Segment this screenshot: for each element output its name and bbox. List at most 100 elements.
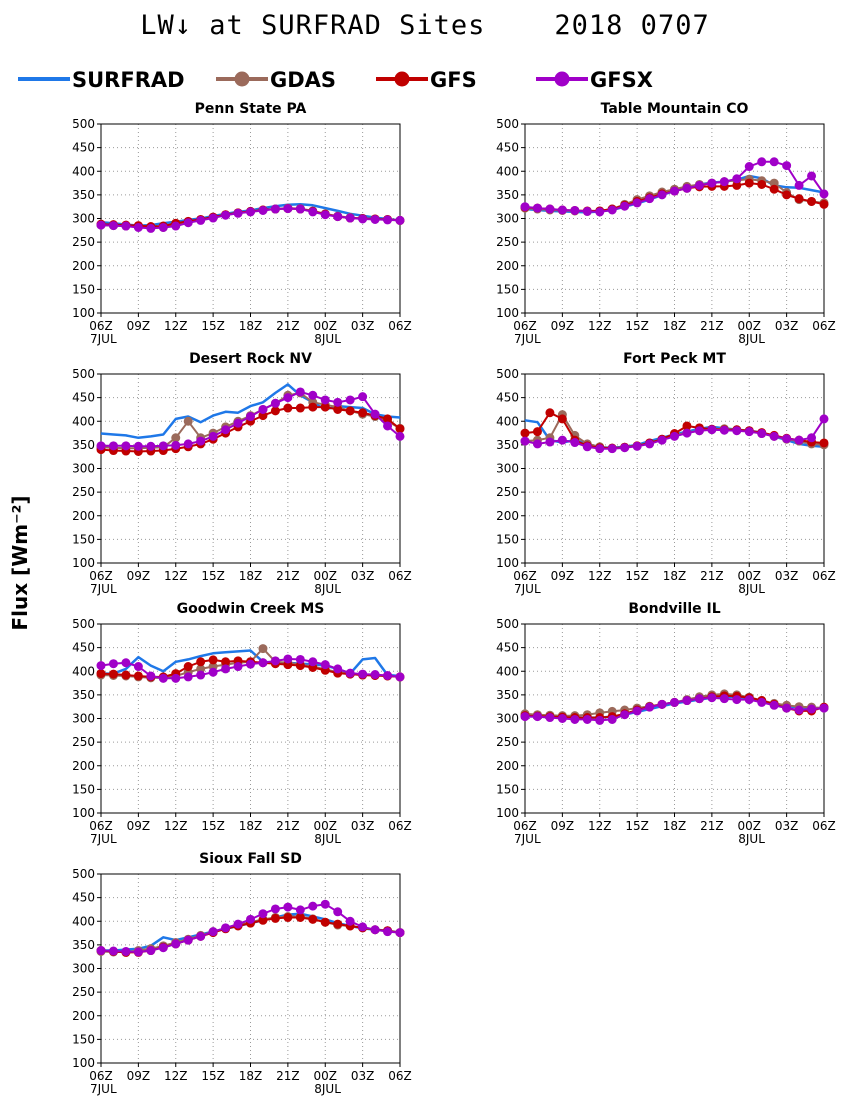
legend-swatch-surfrad: [18, 77, 70, 81]
y-tick-label: 300: [496, 212, 519, 226]
series-point-gfs: [283, 403, 293, 413]
series-point-gfsx: [258, 909, 268, 919]
series-point-gfsx: [570, 205, 580, 215]
series-point-gfsx: [595, 207, 605, 217]
series-point-gfsx: [358, 392, 368, 402]
x-tick-label: 09Z: [127, 819, 151, 833]
series-point-gfsx: [158, 222, 168, 232]
x-tick-label: 03Z: [351, 819, 375, 833]
series-point-gfsx: [333, 397, 343, 407]
y-tick-label: 350: [496, 188, 519, 202]
series-point-gfsx: [719, 177, 729, 187]
y-tick-label: 350: [72, 188, 95, 202]
panel-title: Bondville IL: [628, 601, 720, 617]
series-point-gfsx: [520, 202, 530, 212]
series-point-gdas: [258, 644, 268, 654]
series-point-gfs: [270, 913, 280, 923]
series-point-gfsx: [146, 223, 156, 233]
series-point-gfs: [320, 917, 330, 927]
legend-label-gfs: GFS: [430, 68, 477, 92]
panel-plot-penn-state: Penn State PA 100 150 200 250 300 350 400 450 500…: [72, 101, 412, 346]
panel-table-mountain: Table Mountain CO 100 150 200 250 300 350 400 45…: [464, 98, 844, 352]
x-tick-label: 09Z: [551, 819, 575, 833]
series-point-gfs: [557, 414, 567, 424]
series-point-gfsx: [719, 425, 729, 435]
y-tick-label: 500: [496, 617, 519, 631]
y-tick-label: 350: [72, 938, 95, 952]
x-tick-label: 21Z: [276, 819, 300, 833]
series-point-gfsx: [233, 662, 243, 672]
y-tick-label: 350: [496, 688, 519, 702]
y-tick-label: 100: [72, 806, 95, 820]
x-tick-label: 12Z: [588, 319, 612, 333]
series-point-gfsx: [645, 194, 655, 204]
y-tick-label: 400: [496, 164, 519, 178]
series-point-gfs: [794, 194, 804, 204]
series-point-gfs: [807, 196, 817, 206]
series-point-gfsx: [158, 441, 168, 451]
series-point-gfsx: [246, 412, 255, 422]
series-point-gfsx: [183, 218, 193, 228]
panel-desert-rock: Desert Rock NV 100 150 200 250 300 350 400 450 50…: [40, 348, 420, 602]
x-tick-label: 15Z: [625, 819, 649, 833]
y-axis-label-wrap: Flux [Wm⁻²]: [6, 495, 34, 630]
series-point-gfsx: [283, 654, 293, 664]
y-tick-label: 100: [496, 306, 519, 320]
y-tick-label: 100: [72, 1056, 95, 1070]
x-tick-label: 06Z: [388, 319, 412, 333]
panel-title: Desert Rock NV: [189, 351, 312, 367]
series-point-gfsx: [657, 190, 667, 200]
x-tick-label: 00Z: [314, 569, 338, 583]
series-point-gfsx: [283, 902, 293, 912]
panel-plot-fort-peck: Fort Peck MT 100 150 200 250 300 350 400 450 500 0…: [496, 351, 836, 596]
x-tick-label: 06Z: [89, 319, 113, 333]
series-point-gfsx: [807, 171, 817, 181]
x-tick-label: 09Z: [551, 569, 575, 583]
series-point-gfsx: [96, 946, 106, 956]
series-point-gfsx: [744, 695, 754, 705]
series-point-gfsx: [320, 899, 330, 909]
series-point-gfsx: [757, 697, 767, 707]
series-point-gfsx: [196, 931, 206, 941]
y-tick-label: 250: [72, 235, 95, 249]
panel-goodwin-creek: Goodwin Creek MS 100 150 200 250 300 350 400 450…: [40, 598, 420, 852]
legend-label-gdas: GDAS: [270, 68, 337, 92]
series-point-gfs: [133, 671, 143, 681]
series-point-gfsx: [183, 672, 193, 682]
y-tick-label: 150: [72, 782, 95, 796]
y-tick-label: 150: [72, 1032, 95, 1046]
chart-title: LW↓ at SURFRAD Sites 2018 0707: [140, 10, 710, 41]
series-point-gfsx: [270, 656, 280, 666]
y-tick-label: 400: [496, 664, 519, 678]
series-point-gfs: [532, 427, 542, 437]
series-point-gfs: [283, 912, 293, 922]
series-point-gfsx: [794, 180, 804, 190]
series-point-gfsx: [108, 946, 118, 956]
series-point-gfsx: [158, 943, 168, 953]
series-point-gfsx: [270, 904, 280, 914]
series-point-gfsx: [595, 444, 605, 454]
x-date-label: 8JUL: [738, 332, 765, 346]
series-point-gfsx: [769, 431, 779, 441]
x-tick-label: 06Z: [89, 1069, 113, 1083]
series-point-gfsx: [133, 662, 143, 672]
y-tick-label: 400: [496, 414, 519, 428]
panel-penn-state: Penn State PA 100 150 200 250 300 350 400 450 500…: [40, 98, 420, 352]
series-point-gfsx: [108, 441, 118, 451]
y-tick-label: 100: [72, 556, 95, 570]
y-tick-label: 300: [72, 962, 95, 976]
y-tick-label: 250: [72, 735, 95, 749]
series-point-gfsx: [196, 436, 206, 446]
series-point-gfsx: [121, 441, 131, 451]
series-point-gfsx: [370, 925, 380, 935]
y-tick-label: 450: [72, 391, 95, 405]
series-point-gfsx: [632, 441, 642, 451]
legend: SURFRAD GDAS GFS GFSX: [0, 64, 850, 98]
series-point-gfs: [208, 655, 218, 665]
series-point-gfsx: [183, 935, 193, 945]
x-tick-label: 00Z: [314, 319, 338, 333]
series-point-gfsx: [532, 203, 542, 213]
series-point-gfsx: [395, 431, 405, 441]
legend-swatch-gfsx: [536, 71, 588, 87]
series-point-gfs: [308, 914, 318, 924]
